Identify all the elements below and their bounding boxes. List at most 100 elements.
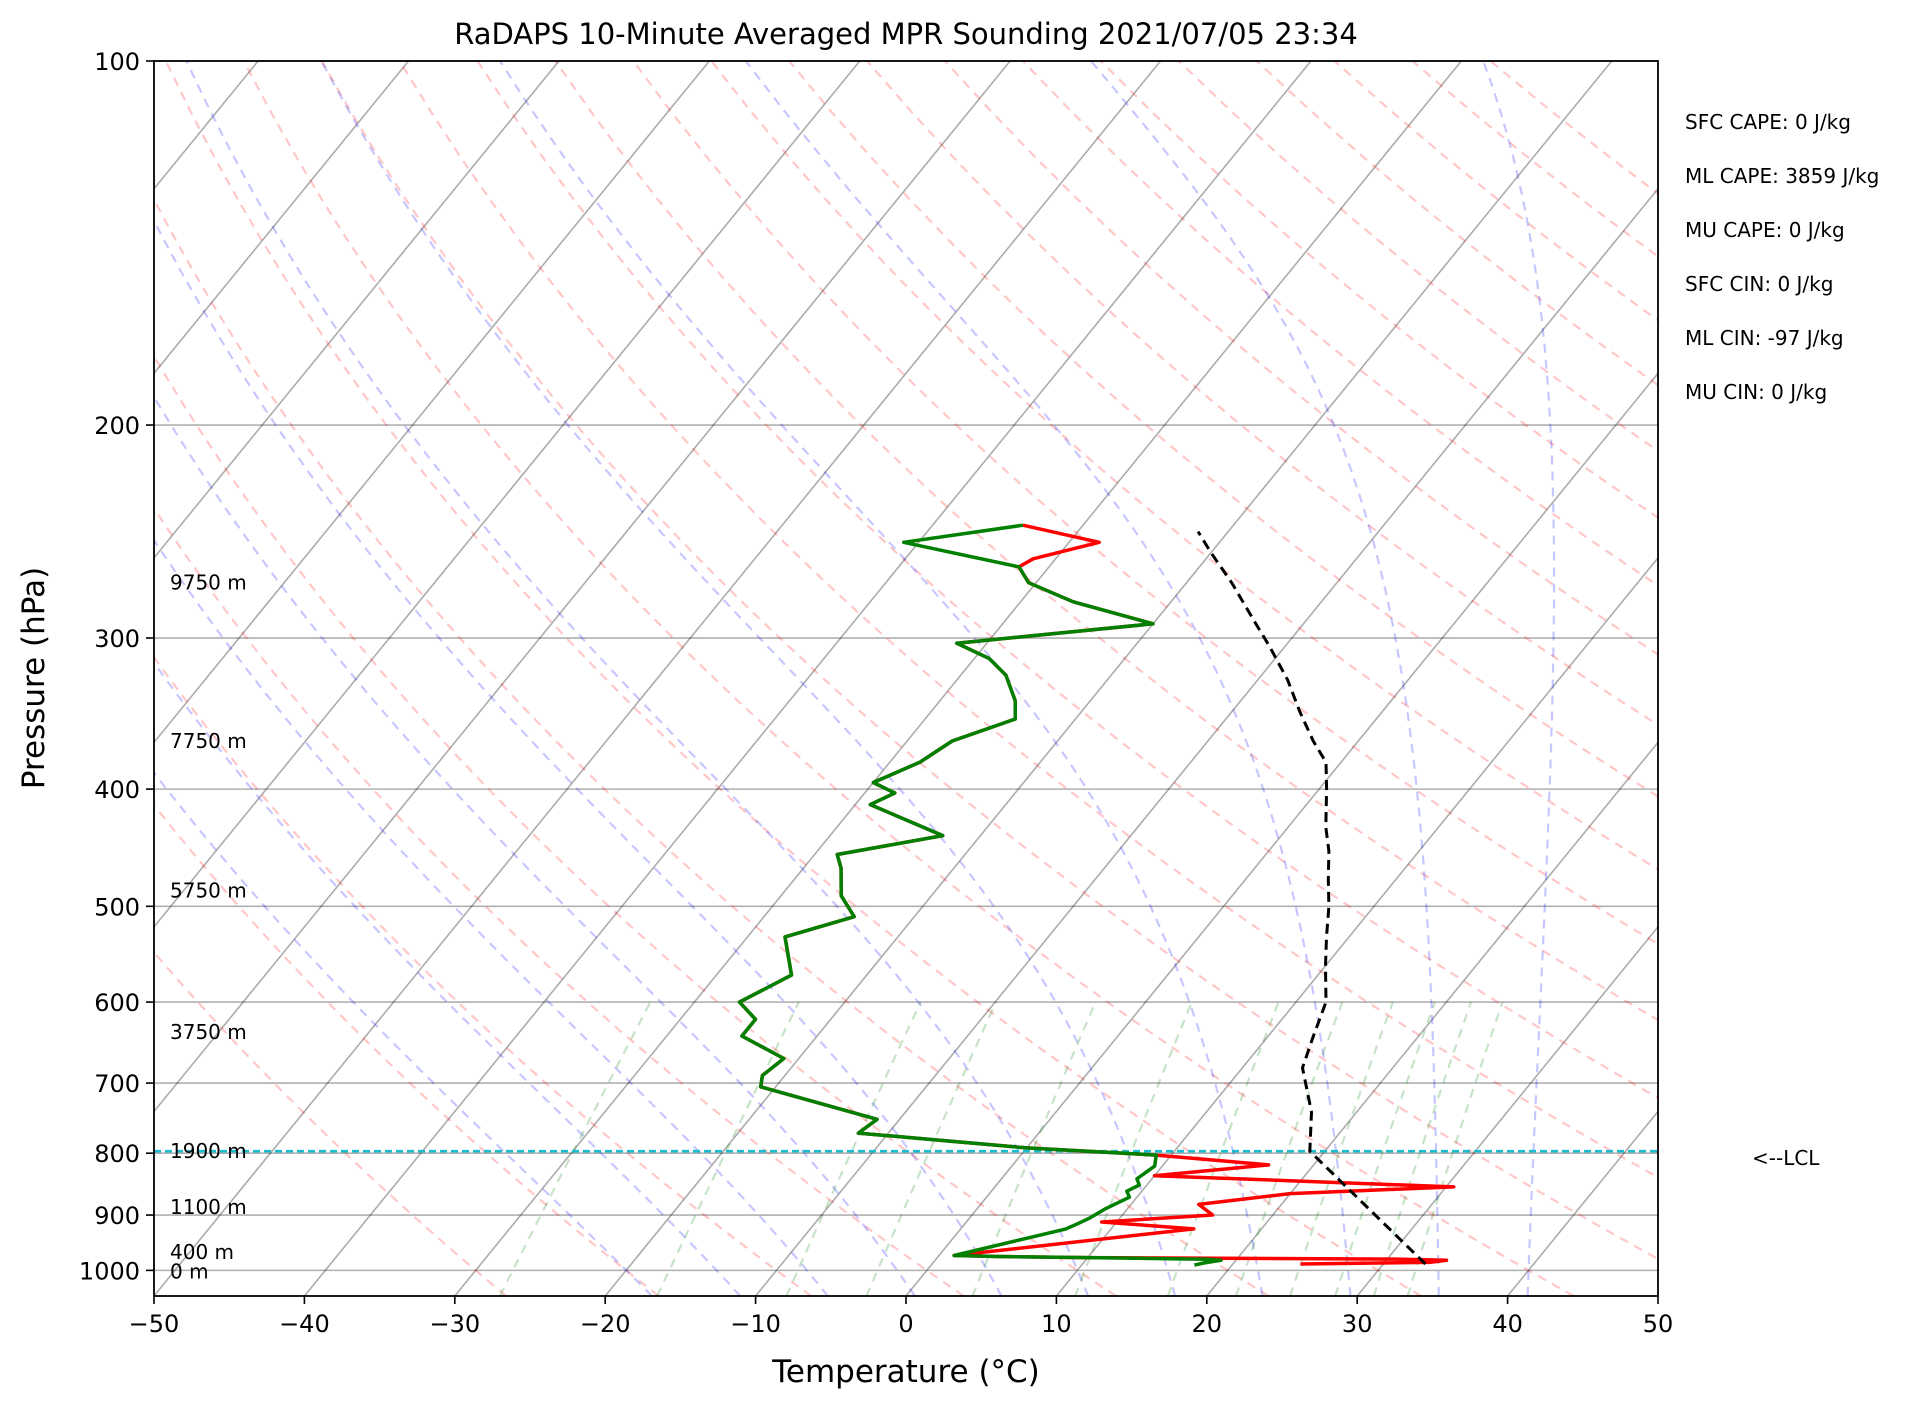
y-axis: 100 200 300 400 500 600 700 800 900 1000 [79, 48, 154, 1285]
moist-adiabat-line [1090, 61, 1440, 1296]
isotherm-line [604, 61, 1613, 1296]
height-label: 3750 m [170, 1020, 247, 1044]
x-tick-label: 50 [1643, 1310, 1674, 1338]
moist-adiabat-line [154, 394, 916, 1296]
isotherm-line [154, 61, 1011, 1113]
isotherm-line [154, 61, 710, 744]
dry-adiabat-line [398, 61, 1658, 1179]
dry-adiabat-line [154, 655, 812, 1296]
x-tick-label: −40 [279, 1310, 330, 1338]
moist-adiabat-line [154, 770, 653, 1296]
moist-adiabat-line [744, 61, 1352, 1296]
x-tick-label: 30 [1342, 1310, 1373, 1338]
isotherm-line [1206, 741, 1658, 1296]
isotherm-line [1356, 925, 1658, 1296]
dry-adiabat-line [1333, 61, 1658, 322]
moist-adiabat-line [154, 218, 1003, 1296]
index-value: MU CAPE: 0 J/kg [1685, 218, 1845, 242]
dry-adiabat-line [632, 61, 1658, 946]
isotherm-line [1506, 1110, 1658, 1296]
moist-adiabat-line [185, 61, 1090, 1296]
mixing-ratio-line [656, 1001, 800, 1296]
parcel-path [1196, 530, 1427, 1266]
index-value: MU CIN: 0 J/kg [1685, 380, 1827, 404]
moist-adiabat-line [154, 538, 829, 1296]
indices-panel: SFC CAPE: 0 J/kg ML CAPE: 3859 J/kg MU CAP… [1685, 110, 1879, 404]
moist-adiabat-line [320, 61, 1177, 1296]
moist-adiabat-line [154, 661, 742, 1296]
y-tick-label: 400 [94, 776, 140, 804]
x-tick-label: −30 [429, 1310, 480, 1338]
index-value: SFC CIN: 0 J/kg [1685, 272, 1833, 296]
dry-adiabat-line [154, 950, 507, 1296]
height-label: 0 m [170, 1259, 209, 1283]
height-label: 1100 m [170, 1195, 247, 1219]
data-lines [154, 523, 1658, 1267]
background-lines [154, 61, 1658, 1296]
isotherm-line [754, 187, 1658, 1296]
x-tick-label: 10 [1041, 1310, 1072, 1338]
height-labels: 9750 m 7750 m 5750 m 3750 m 1900 m 1100 m 400 … [170, 571, 247, 1284]
dry-adiabat-line [554, 61, 1658, 1022]
moist-adiabat-line [499, 61, 1264, 1296]
mixing-ratio-line [1074, 1001, 1193, 1296]
isotherm-line [154, 61, 560, 560]
dry-adiabat-line [788, 61, 1658, 798]
dry-adiabat-line [320, 61, 1658, 1261]
dry-adiabat-line [1255, 61, 1658, 387]
x-axis: −50 −40 −30 −20 −10 0 10 20 30 40 50 [129, 1296, 1674, 1338]
x-tick-label: −10 [730, 1310, 781, 1338]
dry-adiabat-line [154, 803, 660, 1296]
dry-adiabat-line [710, 61, 1658, 871]
dry-adiabat-line [1177, 61, 1658, 453]
isotherm-line [1657, 1294, 1658, 1296]
isotherm-line [154, 61, 1162, 1296]
height-label: 7750 m [170, 729, 247, 753]
x-tick-label: 0 [898, 1310, 913, 1338]
dry-adiabat-line [1022, 61, 1658, 587]
height-label: 9750 m [170, 571, 247, 595]
dry-adiabat-line [866, 61, 1658, 727]
dry-adiabat-line [944, 61, 1658, 656]
y-tick-label: 900 [94, 1202, 140, 1230]
dry-adiabat-line [1489, 61, 1658, 195]
y-tick-label: 700 [94, 1070, 140, 1098]
x-axis-label: Temperature (°C) [771, 1354, 1040, 1390]
x-tick-label: 40 [1492, 1310, 1523, 1338]
height-label: 400 m [170, 1240, 234, 1264]
dry-adiabat-line [154, 506, 965, 1296]
y-tick-label: 100 [94, 48, 140, 76]
isotherm-line [154, 61, 861, 929]
mixing-ratio-line [1289, 1001, 1394, 1296]
isotherm-line [1055, 556, 1658, 1296]
height-label: 1900 m [170, 1139, 247, 1163]
chart-title: RaDAPS 10-Minute Averaged MPR Sounding 2… [454, 17, 1358, 51]
index-value: SFC CAPE: 0 J/kg [1685, 110, 1851, 134]
mixing-ratio-line [785, 1001, 922, 1296]
y-tick-label: 200 [94, 412, 140, 440]
mixing-ratio-line [498, 1001, 652, 1296]
height-label: 5750 m [170, 878, 247, 902]
dry-adiabat-line [154, 197, 1270, 1296]
dry-adiabat-line [1411, 61, 1658, 258]
y-axis-label: Pressure (hPa) [16, 567, 52, 789]
y-tick-label: 1000 [79, 1257, 140, 1285]
dry-adiabat-line [154, 354, 1117, 1296]
y-tick-label: 600 [94, 989, 140, 1017]
isotherm-line [154, 61, 410, 375]
dewpoint-trace [737, 523, 1223, 1267]
mixing-ratio-line [1334, 1001, 1436, 1296]
index-value: ML CIN: -97 J/kg [1685, 326, 1844, 350]
dry-adiabat-line [476, 61, 1658, 1100]
x-tick-label: 20 [1192, 1310, 1223, 1338]
moist-adiabat-line [1482, 61, 1556, 1296]
y-tick-label: 300 [94, 625, 140, 653]
x-tick-label: −50 [129, 1310, 180, 1338]
dry-adiabat-line [164, 61, 1422, 1296]
y-tick-label: 500 [94, 893, 140, 921]
x-tick-label: −20 [580, 1310, 631, 1338]
isotherm-line [454, 61, 1462, 1296]
mixing-ratio-line [1372, 1001, 1472, 1296]
index-value: ML CAPE: 3859 J/kg [1685, 164, 1879, 188]
